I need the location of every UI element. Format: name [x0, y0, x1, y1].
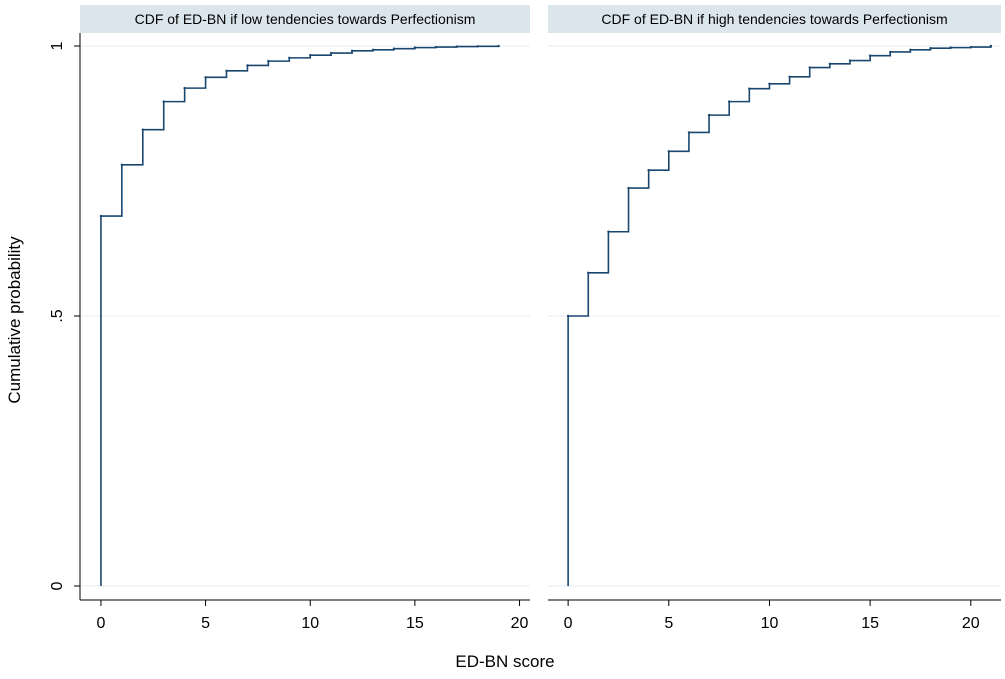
- x-tick-label: 5: [201, 615, 210, 632]
- y-tick-label: 1: [49, 41, 66, 50]
- cdf-point: [392, 47, 396, 50]
- cdf-point: [455, 45, 458, 48]
- cdf-point: [868, 54, 872, 57]
- cdf-point: [969, 45, 972, 49]
- cdf-point: [225, 69, 228, 73]
- cdf-point: [267, 59, 270, 63]
- x-tick-label: 0: [564, 615, 573, 632]
- cdf-point: [288, 56, 291, 60]
- cdf-point: [246, 64, 249, 67]
- cdf-point: [728, 100, 731, 103]
- x-axis-title: ED-BN score: [455, 652, 554, 671]
- cdf-point: [848, 59, 852, 62]
- y-tick-label: 0: [49, 581, 66, 590]
- cdf-point: [788, 75, 791, 78]
- cdf-point: [989, 44, 993, 48]
- x-tick-label: 20: [511, 615, 529, 632]
- cdf-point: [183, 86, 186, 90]
- cdf-point: [647, 169, 650, 172]
- x-tick-label: 10: [301, 615, 319, 632]
- cdf-point: [204, 76, 207, 79]
- cdf-point: [350, 49, 354, 53]
- y-axis-title: Cumulative probability: [5, 236, 24, 404]
- cdf-point: [828, 62, 832, 66]
- cdf-point: [808, 66, 811, 69]
- cdf-point: [476, 45, 479, 48]
- x-tick-label: 15: [406, 615, 424, 632]
- cdf-point: [309, 53, 312, 57]
- cdf-point: [748, 87, 751, 90]
- cdf-point: [607, 230, 610, 233]
- x-tick-label: 20: [962, 615, 980, 632]
- panels-group: CDF of ED-BN if low tendencies towards P…: [49, 5, 1001, 632]
- cdf-point: [497, 44, 500, 48]
- x-tick-label: 10: [761, 615, 779, 632]
- cdf-point: [889, 50, 892, 54]
- panel-title-strip: [80, 5, 530, 33]
- panel-title-strip: [548, 5, 1001, 33]
- cdf-point: [587, 271, 590, 274]
- cdf-step-line: [567, 46, 992, 586]
- cdf-point: [768, 82, 771, 86]
- y-tick-label: .5: [49, 309, 66, 322]
- cdf-point: [141, 128, 144, 131]
- cdf-point: [120, 163, 124, 166]
- cdf-point: [667, 150, 670, 153]
- panel-2: CDF of ED-BN if high tendencies towards …: [548, 5, 1001, 632]
- cdf-point: [566, 314, 570, 318]
- panel-1: CDF of ED-BN if low tendencies towards P…: [49, 5, 530, 632]
- cdf-point: [371, 48, 375, 51]
- cdf-point: [627, 186, 630, 190]
- panel-title: CDF of ED-BN if low tendencies towards P…: [135, 11, 476, 27]
- cdf-point: [949, 46, 952, 49]
- cdf-point: [687, 131, 691, 134]
- cdf-point: [707, 113, 711, 117]
- cdf-point: [162, 100, 165, 103]
- x-tick-label: 15: [861, 615, 879, 632]
- cdf-point: [434, 45, 438, 49]
- cdf-point: [329, 51, 333, 55]
- cdf-point: [929, 46, 932, 50]
- cdf-point: [413, 46, 417, 49]
- panel-title: CDF of ED-BN if high tendencies towards …: [601, 11, 947, 27]
- x-tick-label: 5: [664, 615, 673, 632]
- cdf-point: [909, 48, 912, 51]
- x-tick-label: 0: [96, 615, 105, 632]
- cdf-point: [99, 214, 103, 218]
